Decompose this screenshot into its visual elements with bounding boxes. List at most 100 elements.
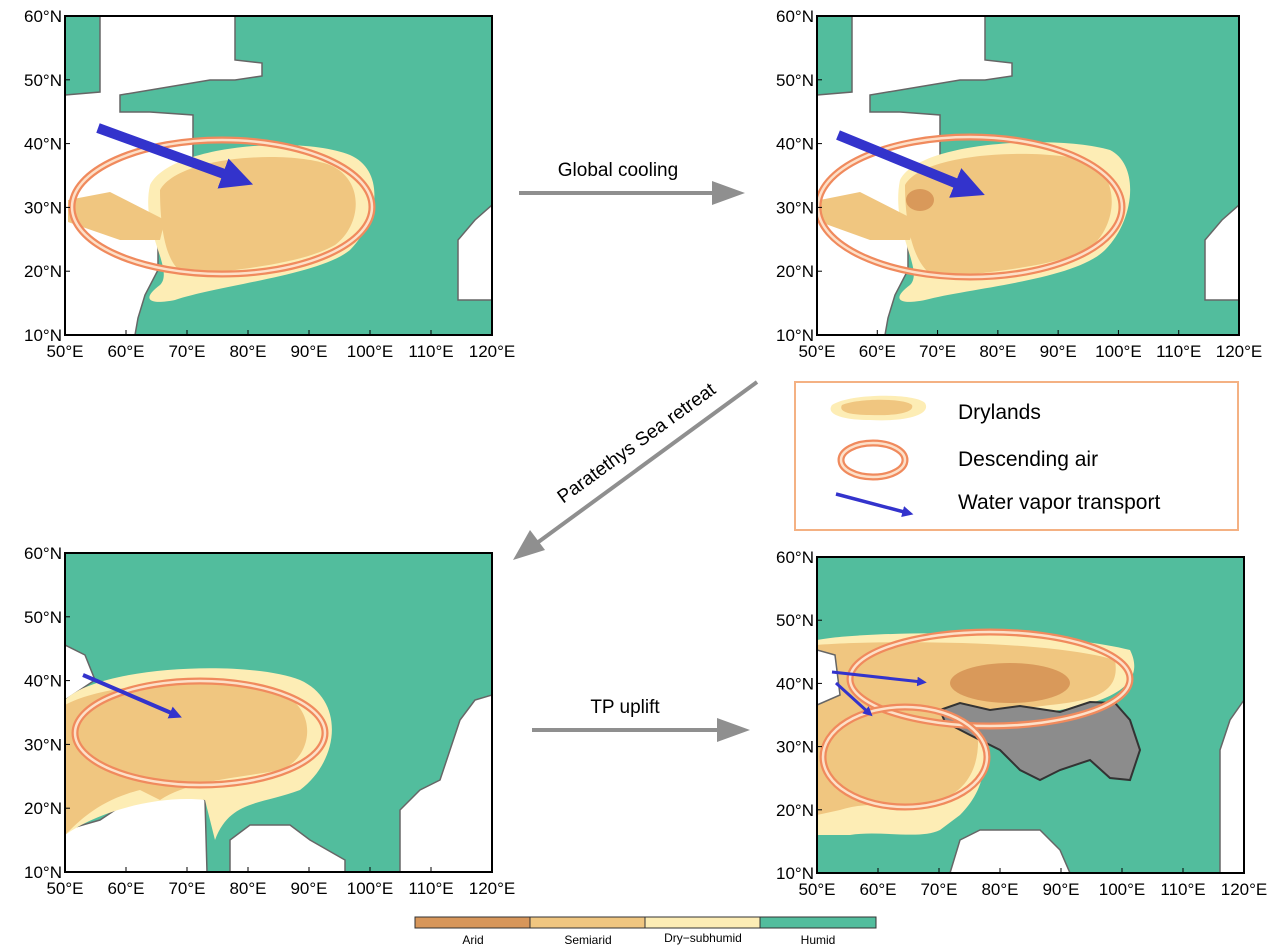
tibetan-plateau (938, 700, 1142, 782)
lon-label: 70°E (920, 880, 957, 899)
colorbar-label: Humid (801, 933, 836, 947)
map-frame (816, 556, 1245, 874)
colorbar-label: Dry−subhumid (664, 931, 742, 945)
lon-label: 80°E (229, 879, 266, 898)
map-frame (64, 552, 493, 873)
lat-label: 30°N (776, 738, 814, 757)
legend-label: Drylands (958, 401, 1041, 424)
lon-label: 110°E (408, 879, 453, 898)
vapor-arrow (834, 681, 873, 717)
lat-label: 50°N (24, 608, 62, 627)
lat-label: 30°N (776, 198, 814, 217)
lat-label: 30°N (24, 735, 62, 754)
lat-label: 10°N (24, 863, 62, 882)
descending-air (848, 630, 1132, 728)
lon-label: 60°E (859, 880, 896, 899)
lon-label: 60°E (107, 879, 144, 898)
semiarid-area (160, 157, 356, 276)
transition-arrow-head (717, 718, 750, 742)
land-boundary (1219, 698, 1244, 873)
arid-area (906, 189, 934, 211)
semiarid-area (68, 192, 165, 240)
land-boundary (457, 203, 492, 301)
lat-label: 10°N (24, 326, 62, 345)
lon-label: 90°E (290, 342, 327, 361)
legend-label: Descending air (958, 448, 1098, 471)
legend-drylands-symbol (841, 399, 913, 416)
colorbar-segment (529, 916, 646, 929)
arid-area (950, 663, 1070, 703)
lat-label: 30°N (24, 198, 62, 217)
lon-label: 80°E (979, 342, 1016, 361)
transition-arrow-head (513, 530, 545, 560)
land-boundary (229, 824, 346, 872)
semiarid-area (820, 192, 915, 240)
lat-label: 60°N (776, 7, 814, 26)
lon-label: 70°E (919, 342, 956, 361)
lat-label: 60°N (776, 548, 814, 567)
lon-label: 100°E (1099, 880, 1146, 899)
lon-label: 120°E (1216, 342, 1263, 361)
lon-label: 100°E (347, 342, 394, 361)
lon-label: 100°E (1095, 342, 1142, 361)
lat-label: 40°N (776, 674, 814, 693)
map-frame (816, 15, 1240, 336)
lon-label: 80°E (229, 342, 266, 361)
lat-label: 20°N (776, 262, 814, 281)
map-panel (65, 553, 492, 872)
lat-label: 10°N (776, 864, 814, 883)
lon-label: 50°E (46, 342, 83, 361)
descending-air (70, 138, 374, 276)
lat-label: 60°N (24, 544, 62, 563)
transition-label: TP uplift (590, 697, 660, 718)
lon-label: 100°E (347, 879, 394, 898)
lon-label: 70°E (168, 342, 205, 361)
lon-label: 110°E (408, 342, 453, 361)
lon-label: 120°E (1221, 880, 1268, 899)
vapor-arrow (96, 123, 254, 189)
vapor-arrow (831, 670, 927, 687)
lat-label: 40°N (24, 672, 62, 691)
colorbar-segment (759, 916, 877, 929)
descending-air (821, 705, 989, 809)
lon-label: 60°E (107, 342, 144, 361)
lon-label: 120°E (469, 342, 516, 361)
lon-label: 90°E (290, 879, 327, 898)
lon-label: 120°E (469, 879, 516, 898)
lon-label: 50°E (798, 880, 835, 899)
colorbar-segment (644, 916, 761, 929)
descending-air (73, 679, 327, 787)
colorbar-segment (414, 916, 531, 929)
lon-label: 60°E (859, 342, 896, 361)
transition-label: Global cooling (558, 160, 678, 181)
land-boundary (1204, 203, 1239, 301)
lon-label: 110°E (1156, 342, 1201, 361)
lat-label: 10°N (776, 326, 814, 345)
vapor-arrow (836, 130, 985, 198)
lat-label: 40°N (24, 135, 62, 154)
colorbar-label: Arid (462, 933, 483, 947)
lon-label: 80°E (981, 880, 1018, 899)
map-panel (817, 557, 1244, 873)
land-boundary (399, 694, 492, 872)
transition-arrow-head (712, 181, 745, 205)
legend-label: Water vapor transport (958, 491, 1160, 514)
vapor-arrow (82, 673, 182, 719)
lon-label: 50°E (46, 879, 83, 898)
map-panel (817, 16, 1239, 335)
lon-label: 70°E (168, 879, 205, 898)
lat-label: 20°N (24, 262, 62, 281)
lat-label: 20°N (24, 799, 62, 818)
land-boundary (949, 829, 1071, 873)
lon-label: 110°E (1160, 880, 1205, 899)
lat-label: 50°N (24, 71, 62, 90)
lon-label: 90°E (1042, 880, 1079, 899)
legend-descending-symbol (839, 441, 907, 479)
lon-label: 50°E (798, 342, 835, 361)
lat-label: 50°N (776, 611, 814, 630)
colorbar-label: Semiarid (564, 933, 611, 947)
transition-arrow (535, 380, 759, 545)
lat-label: 50°N (776, 71, 814, 90)
map-frame (64, 15, 493, 336)
